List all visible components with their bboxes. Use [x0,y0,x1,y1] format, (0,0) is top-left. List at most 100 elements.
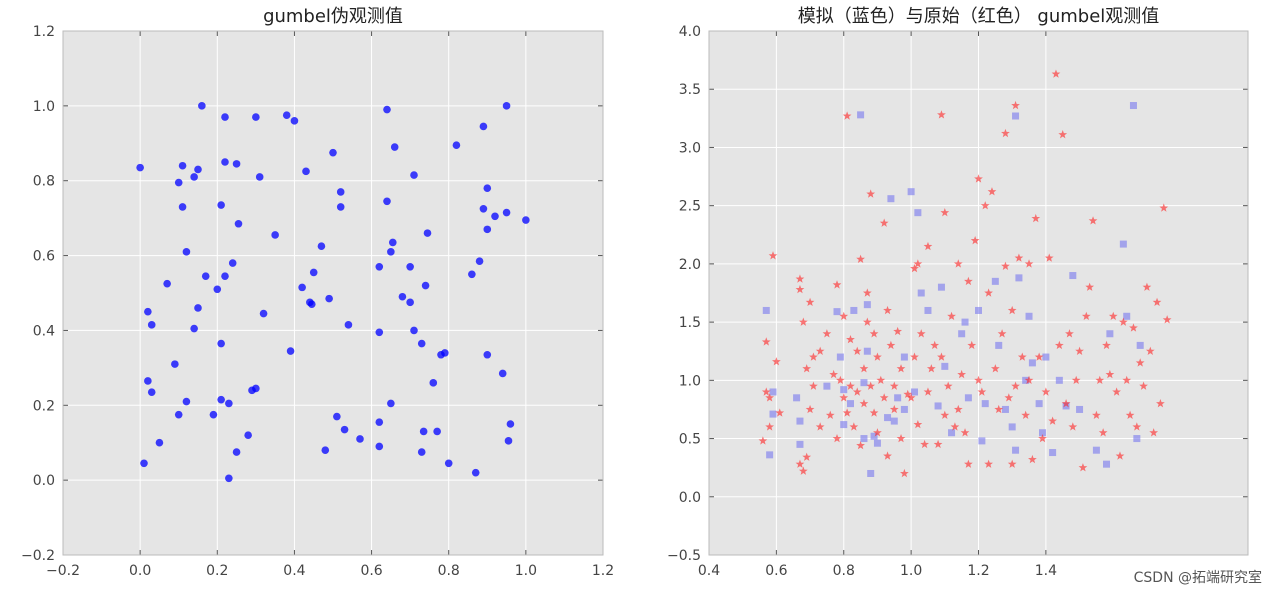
data-point-square [1069,272,1077,280]
data-point-square [766,451,774,459]
data-point-square [914,209,922,217]
data-point [221,113,229,121]
x-tick-label: 0.0 [129,563,151,579]
data-point-square [1103,460,1111,468]
data-point-star [913,259,923,268]
data-point-star [1024,259,1034,268]
data-point-star [825,410,835,419]
watermark-text: CSDN @拓端研究室 [1134,569,1262,586]
data-point [483,350,492,359]
data-point-star [960,428,970,437]
data-point-star [1017,352,1027,361]
data-point-star [1139,381,1148,390]
x-tick-label: 0.4 [283,563,305,579]
data-point-star [849,422,859,431]
data-point [217,201,225,209]
data-point-star [873,428,882,437]
data-point-star [795,459,805,468]
data-point-star [775,408,785,417]
data-point-star [795,284,805,294]
data-point-star [1135,358,1145,367]
data-point-star [862,288,872,297]
data-point-star [1024,375,1034,385]
data-point [178,161,187,170]
plot-background [63,31,603,555]
y-tick-label: 3.5 [679,82,701,98]
x-tick-label: 0.8 [833,563,855,579]
data-point-square [1136,341,1144,349]
data-point-star [862,317,872,326]
data-point-square [1092,446,1100,454]
data-point-star [916,329,926,338]
data-point-star [980,201,990,210]
data-point [171,360,179,368]
data-point-square [907,188,915,196]
data-point-star [987,187,997,196]
data-point-star [1075,346,1084,355]
data-point-star [1041,387,1051,396]
data-point-star [1125,410,1135,419]
y-tick-label: 0.0 [33,473,55,489]
data-point [194,165,202,174]
data-point-star [1014,253,1024,262]
y-tick-label: 0.8 [33,174,55,190]
data-point-square [860,435,868,443]
data-point-star [889,381,899,390]
y-tick-label: 0.4 [33,323,55,339]
data-point [147,321,156,329]
data-point-star [940,410,950,419]
data-point [417,339,426,348]
data-point-square [1008,423,1016,431]
data-point-star [893,326,903,336]
data-point-star [832,433,842,443]
data-point-square [1012,446,1020,454]
data-point-star [802,452,812,461]
data-point-star [930,340,940,350]
y-tick-label: 1.0 [33,99,55,115]
chart-title: 模拟（蓝色）与原始（红色） gumbel观测值 [798,6,1160,27]
data-point [252,113,260,121]
data-point-square [840,421,848,429]
data-point-star [1085,282,1095,291]
data-point [182,397,191,406]
data-point-star [1034,352,1044,361]
x-tick-label: 0.4 [698,563,720,579]
data-point [232,448,241,456]
data-point-square [910,388,918,396]
data-point-star [1078,463,1088,472]
data-point [259,309,268,318]
data-point-square [1022,376,1030,384]
data-point [375,328,384,337]
data-point-star [846,381,855,390]
data-point-star [1156,399,1165,408]
data-point-star [1007,305,1017,315]
data-point-star [964,459,973,468]
data-point-square [863,301,871,309]
x-tick-label: −0.2 [46,563,80,579]
data-point-star [866,189,876,198]
data-point-star [997,329,1007,338]
data-point [217,339,225,348]
data-point [282,111,291,120]
data-point [504,437,513,445]
data-point [221,158,229,166]
data-point-star [1159,203,1169,212]
right-scatter-panel: 0.4 0.6 0.8 1.0 1.2 1.4 −0.5 0.0 0.5 1.0 1.5 2.0 2.5… [667,6,1249,579]
data-point-square [860,379,868,387]
data-point-star [1132,422,1142,431]
data-point-star [1031,213,1041,223]
data-point [419,427,428,436]
data-point [421,281,430,290]
data-point-star [815,346,825,355]
data-point-star [1001,261,1010,270]
data-point [410,326,418,335]
data-point-star [869,329,879,338]
data-point-star [1065,329,1074,338]
x-tick-label: 1.4 [1035,563,1057,579]
data-point-star [1105,369,1115,379]
data-point [498,369,507,378]
data-point-star [761,387,771,396]
data-point [213,285,222,294]
data-point-square [981,400,989,408]
data-point [182,248,191,256]
